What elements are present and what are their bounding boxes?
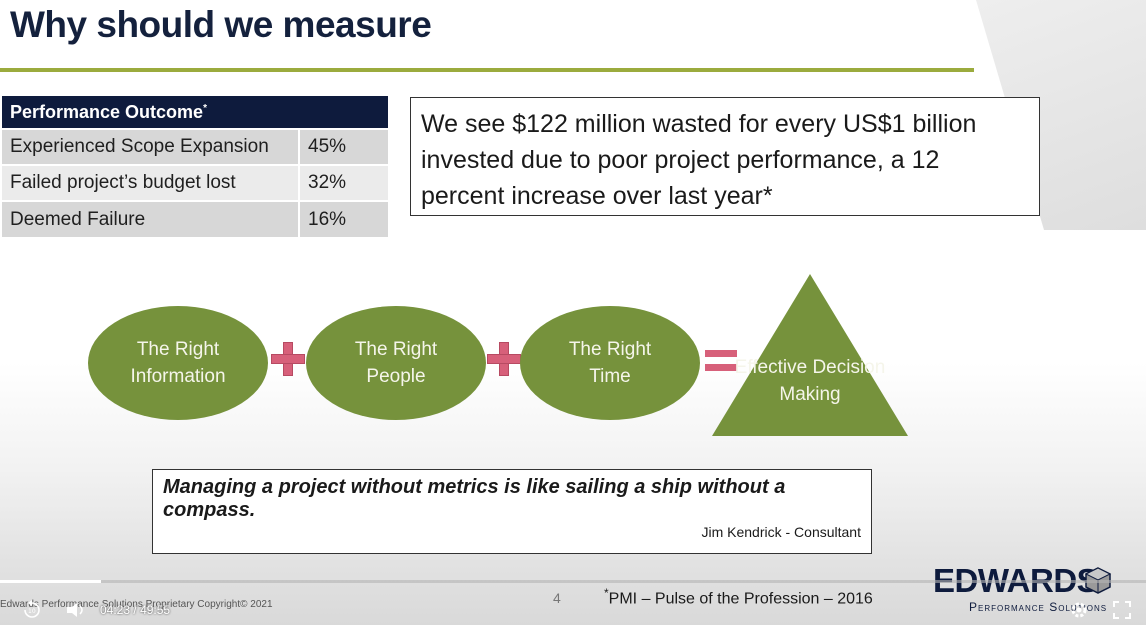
- playback-time: 04:23 / 49:55: [100, 603, 170, 617]
- oval-right-time: The Right Time: [520, 306, 700, 420]
- statistic-callout: We see $122 million wasted for every US$…: [410, 97, 1040, 216]
- row-value: 16%: [298, 200, 388, 237]
- table-header-footnote-mark: *: [203, 102, 207, 114]
- page-number: 4: [553, 590, 561, 606]
- video-progress-fill: [0, 580, 101, 583]
- table-header-label: Performance Outcome*: [2, 96, 299, 129]
- equals-icon: [705, 350, 737, 374]
- fullscreen-icon[interactable]: [1112, 600, 1132, 620]
- quote-text: Managing a project without metrics is li…: [163, 476, 786, 521]
- source-text: PMI – Pulse of the Profession – 2016: [608, 590, 873, 608]
- row-value: 45%: [298, 128, 388, 165]
- oval-label: The Right Information: [130, 339, 226, 387]
- source-citation: *PMI – Pulse of the Profession – 2016: [604, 586, 873, 608]
- source-footnote-mark: *: [604, 586, 609, 600]
- edwards-logo: EDWARDS Performance Solutions: [933, 562, 1123, 617]
- volume-icon[interactable]: [64, 600, 94, 620]
- table-header-row: Performance Outcome*: [2, 96, 388, 129]
- triangle-effective-decision-making: Effective Decision Making: [712, 274, 908, 436]
- video-progress-bar[interactable]: [0, 580, 1146, 583]
- duration: 49:55: [140, 603, 171, 617]
- oval-label: The Right People: [354, 339, 438, 387]
- current-time: 04:23: [100, 603, 131, 617]
- slide-title: Why should we measure: [10, 4, 432, 45]
- quote-box: Managing a project without metrics is li…: [152, 469, 872, 554]
- plus-icon: [487, 342, 521, 376]
- oval-right-information: The Right Information: [88, 306, 268, 420]
- plus-icon: [271, 342, 305, 376]
- rewind-seconds: 10: [28, 608, 36, 615]
- table-header-text: Performance Outcome: [10, 101, 204, 122]
- rewind-10-icon[interactable]: 10: [20, 600, 44, 620]
- quote-author: Jim Kendrick - Consultant: [701, 524, 861, 540]
- time-separator: /: [133, 603, 137, 617]
- footer-copyright: Edwards Performance Solutions Proprietar…: [0, 599, 273, 610]
- table-row: Failed project’s budget lost 32%: [2, 164, 388, 201]
- oval-label: The Right Time: [568, 339, 652, 387]
- row-label: Failed project’s budget lost: [2, 164, 299, 201]
- row-label: Deemed Failure: [2, 200, 299, 237]
- table-header-value: [299, 96, 388, 129]
- table-row: Deemed Failure 16%: [2, 200, 388, 237]
- settings-icon[interactable]: [1069, 600, 1089, 620]
- row-value: 32%: [298, 164, 388, 201]
- title-underline: [0, 68, 974, 72]
- triangle-label: Effective Decision Making: [734, 357, 886, 405]
- table-row: Experienced Scope Expansion 45%: [2, 128, 388, 165]
- triangle-shape: [712, 274, 908, 436]
- oval-right-people: The Right People: [306, 306, 486, 420]
- performance-outcome-table: Performance Outcome* Experienced Scope E…: [2, 96, 388, 237]
- row-label: Experienced Scope Expansion: [2, 128, 299, 165]
